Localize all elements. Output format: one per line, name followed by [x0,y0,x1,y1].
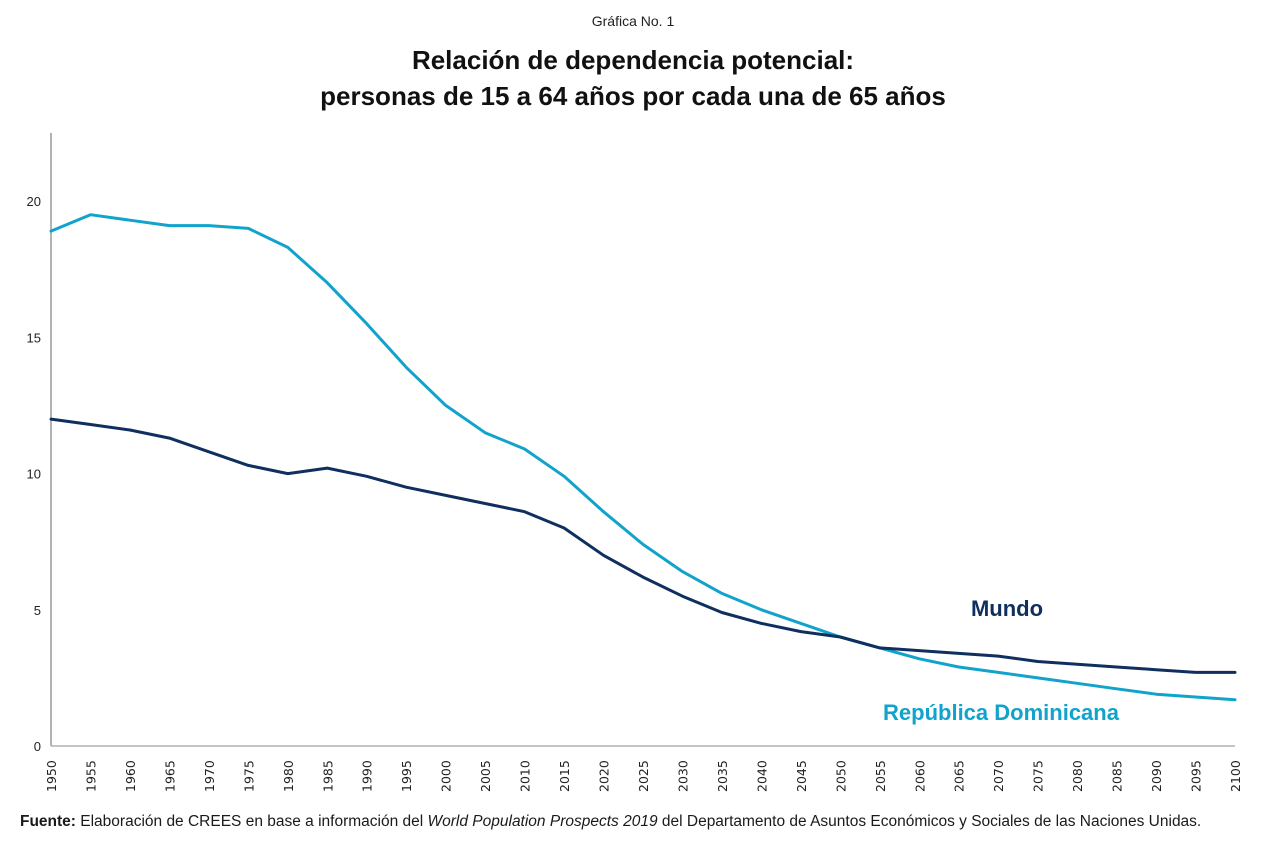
source-note: Fuente: Elaboración de CREES en base a i… [20,810,1220,834]
x-tick-label: 1950 [44,760,59,792]
chart-title: Relación de dependencia potencial: perso… [0,42,1266,114]
source-publication: World Population Prospects 2019 [427,813,658,830]
source-text-1: Elaboración de CREES en base a informaci… [75,813,428,830]
x-tick-label: 1980 [281,760,296,792]
x-tick-label: 2085 [1110,760,1125,792]
x-tick-label: 2040 [754,760,769,792]
series-line-mundo [49,417,1237,674]
x-tick-label: 2035 [715,760,730,792]
x-tick-label: 2080 [1070,760,1085,792]
x-tick-label: 2055 [873,760,888,792]
x-tick-label: 1970 [202,760,217,792]
x-tick-label: 2075 [1031,760,1046,792]
x-tick-label: 2030 [675,760,690,792]
x-tick-label: 1960 [123,760,138,792]
x-tick-label: 1985 [320,760,335,792]
x-tick-label: 1990 [360,760,375,792]
y-tick-label: 15 [27,330,41,345]
source-label: Fuente: [20,813,76,830]
y-tick-label: 10 [27,467,41,482]
x-tick-label: 2095 [1189,760,1204,792]
x-tick-label: 2000 [439,760,454,792]
series-lines [49,213,1237,702]
series-label-mundo: Mundo [971,596,1043,621]
x-tick-label: 2050 [833,760,848,792]
x-tick-label: 2070 [991,760,1006,792]
x-tick-label: 2025 [636,760,651,792]
x-tick-label: 2005 [478,760,493,792]
x-tick-label: 2015 [557,760,572,792]
y-tick-label: 20 [27,194,41,209]
x-tick-label: 1965 [162,760,177,792]
series-labels: Mundo República Dominicana [883,596,1120,725]
chart-supertitle: Gráfica No. 1 [591,13,675,29]
source-text-2: del Departamento de Asuntos Económicos y… [657,813,1202,830]
x-tick-label: 1975 [241,760,256,792]
x-tick-label: 2060 [912,760,927,792]
x-tick-label: 2065 [952,760,967,792]
x-tick-label: 1995 [399,760,414,792]
y-tick-label: 5 [34,603,41,618]
axes: 0 5 10 15 20 1950 1955 1960 1965 1970 1975 1980 1985… [27,133,1243,792]
chart-title-line2: personas de 15 a 64 años por cada una de… [320,81,946,111]
series-label-rep-blica-dominicana: República Dominicana [883,700,1120,725]
x-tick-label: 2010 [518,760,533,792]
x-tick-label: 2045 [794,760,809,792]
x-tick-label: 2100 [1228,760,1243,792]
y-tick-label: 0 [34,739,41,754]
x-tick-label: 1955 [83,760,98,792]
x-tick-label: 2020 [597,760,612,792]
chart-title-line1: Relación de dependencia potencial: [411,45,855,75]
x-tick-label: 2090 [1149,760,1164,792]
